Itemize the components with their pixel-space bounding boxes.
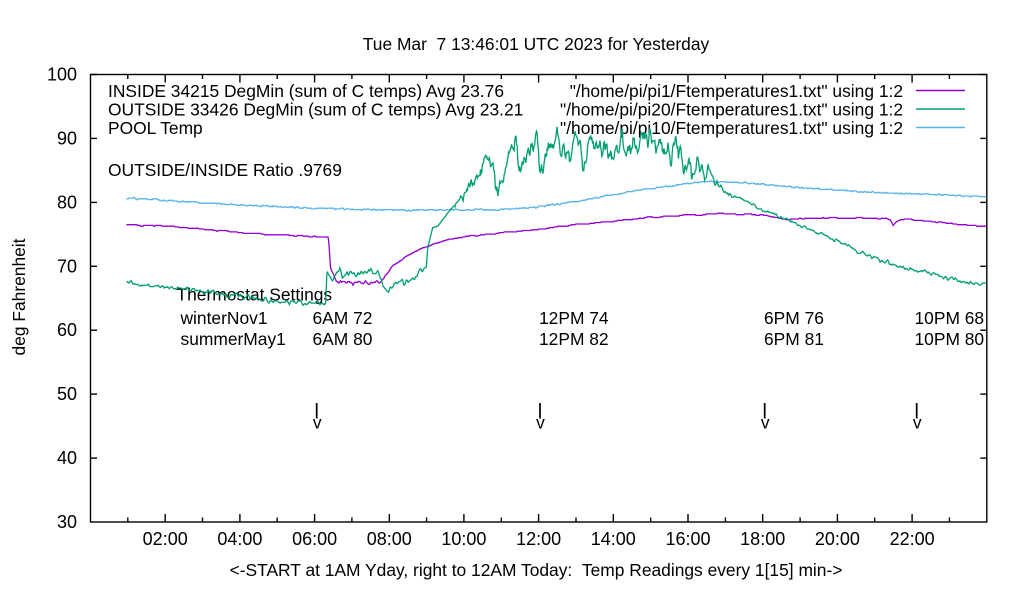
svg-text:14:00: 14:00 <box>591 529 636 549</box>
svg-text:v: v <box>536 413 545 433</box>
svg-text:<-START at 1AM Yday, right to: <-START at 1AM Yday, right to 12AM Today… <box>230 560 843 580</box>
svg-text:INSIDE 34215 DegMin (sum of C: INSIDE 34215 DegMin (sum of C temps) Avg… <box>108 81 504 101</box>
svg-text:12PM 82: 12PM 82 <box>539 329 609 349</box>
svg-text:22:00: 22:00 <box>890 529 935 549</box>
svg-text:v: v <box>913 413 922 433</box>
svg-text:02:00: 02:00 <box>143 529 188 549</box>
svg-text:6AM 72: 6AM 72 <box>313 308 373 328</box>
svg-text:OUTSIDE/INSIDE Ratio .9769: OUTSIDE/INSIDE Ratio .9769 <box>108 160 342 180</box>
svg-text:6PM 76: 6PM 76 <box>764 308 824 328</box>
svg-text:20:00: 20:00 <box>815 529 860 549</box>
svg-text:OUTSIDE 33426 DegMin (sum of C: OUTSIDE 33426 DegMin (sum of C temps) Av… <box>108 100 523 120</box>
svg-text:12PM 74: 12PM 74 <box>539 308 609 328</box>
svg-text:Tue Mar 7 13:46:01 UTC 2023 f: Tue Mar 7 13:46:01 UTC 2023 for Yesterda… <box>363 34 710 54</box>
svg-text:"/home/pi/pi1/Ftemperatures1.t: "/home/pi/pi1/Ftemperatures1.txt" using … <box>570 81 903 101</box>
svg-text:16:00: 16:00 <box>665 529 710 549</box>
svg-text:70: 70 <box>57 256 77 276</box>
svg-text:v: v <box>761 413 770 433</box>
svg-text:50: 50 <box>57 384 77 404</box>
svg-text:12:00: 12:00 <box>516 529 561 549</box>
svg-text:90: 90 <box>57 128 77 148</box>
svg-text:v: v <box>313 413 322 433</box>
svg-text:winterNov1: winterNov1 <box>180 308 268 328</box>
svg-text:10PM 68: 10PM 68 <box>915 308 985 328</box>
svg-text:summerMay1: summerMay1 <box>181 329 286 349</box>
svg-text:08:00: 08:00 <box>367 529 412 549</box>
svg-text:100: 100 <box>47 65 77 85</box>
svg-text:6PM 81: 6PM 81 <box>764 329 824 349</box>
svg-text:18:00: 18:00 <box>740 529 785 549</box>
svg-text:40: 40 <box>57 448 77 468</box>
svg-text:6AM 80: 6AM 80 <box>313 329 373 349</box>
svg-text:06:00: 06:00 <box>292 529 337 549</box>
svg-text:10:00: 10:00 <box>441 529 486 549</box>
svg-text:30: 30 <box>57 512 77 532</box>
svg-text:"/home/pi/pi10/Ftemperatures1.: "/home/pi/pi10/Ftemperatures1.txt" using… <box>560 118 903 138</box>
svg-text:80: 80 <box>57 192 77 212</box>
svg-text:"/home/pi/pi20/Ftemperatures1.: "/home/pi/pi20/Ftemperatures1.txt" using… <box>560 100 903 120</box>
svg-text:deg Fahrenheit: deg Fahrenheit <box>9 238 29 355</box>
svg-text:10PM 80: 10PM 80 <box>915 329 985 349</box>
svg-text:Thermostat Settings: Thermostat Settings <box>177 285 333 305</box>
svg-text:POOL Temp: POOL Temp <box>108 118 203 138</box>
svg-text:04:00: 04:00 <box>217 529 262 549</box>
svg-text:60: 60 <box>57 320 77 340</box>
